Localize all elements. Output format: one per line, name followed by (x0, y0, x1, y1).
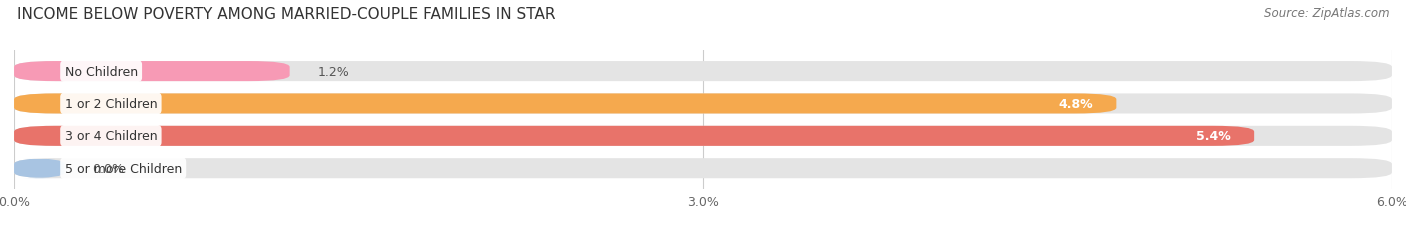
FancyBboxPatch shape (14, 94, 1392, 114)
Text: 5.4%: 5.4% (1197, 130, 1232, 143)
FancyBboxPatch shape (14, 158, 65, 179)
Text: 3 or 4 Children: 3 or 4 Children (65, 130, 157, 143)
FancyBboxPatch shape (14, 126, 1392, 146)
FancyBboxPatch shape (14, 62, 290, 82)
Text: 1.2%: 1.2% (318, 65, 349, 78)
Text: 5 or more Children: 5 or more Children (65, 162, 181, 175)
FancyBboxPatch shape (14, 126, 1254, 146)
Text: 4.8%: 4.8% (1059, 97, 1094, 110)
Text: 1 or 2 Children: 1 or 2 Children (65, 97, 157, 110)
Text: Source: ZipAtlas.com: Source: ZipAtlas.com (1264, 7, 1389, 20)
FancyBboxPatch shape (14, 94, 1116, 114)
Text: INCOME BELOW POVERTY AMONG MARRIED-COUPLE FAMILIES IN STAR: INCOME BELOW POVERTY AMONG MARRIED-COUPL… (17, 7, 555, 22)
Text: No Children: No Children (65, 65, 138, 78)
FancyBboxPatch shape (14, 62, 1392, 82)
Text: 0.0%: 0.0% (93, 162, 124, 175)
FancyBboxPatch shape (14, 158, 1392, 179)
